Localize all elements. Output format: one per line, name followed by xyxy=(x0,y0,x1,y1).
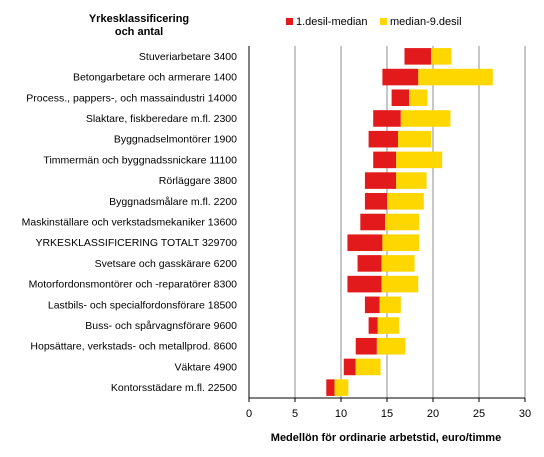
bar-median-decile9 xyxy=(396,172,427,189)
bar-median-decile9 xyxy=(381,275,419,293)
bar-median-decile9 xyxy=(376,337,406,355)
bar-median-decile9 xyxy=(387,193,424,210)
category-label: Kontorsstädare m.fl. 22500 xyxy=(111,382,237,394)
bar-decile1-median xyxy=(360,213,386,231)
category-label: Byggnadselmontörer 1900 xyxy=(114,134,237,146)
bar-median-decile9 xyxy=(431,48,452,65)
category-label: YRKESKLASSIFICERING TOTALT 329700 xyxy=(35,237,237,249)
bar-decile1-median xyxy=(343,358,356,376)
legend-item-first: 1.desil-median xyxy=(286,16,368,28)
bar-decile1-median xyxy=(326,379,335,396)
bar-decile1-median xyxy=(382,68,419,86)
category-label: Byggnadsmålare m.fl. 2200 xyxy=(109,196,237,208)
legend-label-second: median-9.desil xyxy=(390,16,462,28)
category-label: Hopsättare, verkstads- och metallprod. 8… xyxy=(30,341,237,353)
legend-swatch-red xyxy=(286,18,293,25)
category-label: Slaktare, fiskberedare m.fl. 2300 xyxy=(86,113,237,125)
bar-median-decile9 xyxy=(382,234,420,251)
bar-decile1-median xyxy=(368,317,378,334)
x-tick-label: 0 xyxy=(246,408,252,420)
x-tick-label: 15 xyxy=(381,408,393,420)
x-tick-label: 5 xyxy=(292,408,298,420)
bar-median-decile9 xyxy=(381,255,415,272)
bar-decile1-median xyxy=(364,193,387,210)
bar-decile1-median xyxy=(357,255,382,272)
bar-median-decile9 xyxy=(377,317,399,334)
bar-decile1-median xyxy=(391,89,410,107)
category-label: Svetsare och gasskärare 6200 xyxy=(95,258,238,270)
category-label: Lastbils- och specialfordonsförare 18500 xyxy=(48,299,237,311)
legend-swatch-yellow xyxy=(380,18,387,25)
category-label: Stuveriarbetare 3400 xyxy=(139,51,237,63)
category-label: Maskinställare och verkstadsmekaniker 13… xyxy=(22,217,238,229)
x-axis-label: Medellön för ordinarie arbetstid, euro/t… xyxy=(270,432,502,444)
bar-median-decile9 xyxy=(385,213,420,231)
bar-decile1-median xyxy=(373,110,401,127)
bar-decile1-median xyxy=(373,151,397,169)
bar-decile1-median xyxy=(404,48,432,65)
x-tick-label: 30 xyxy=(519,408,531,420)
category-label: Väktare 4900 xyxy=(175,361,238,373)
category-label: Rörläggare 3800 xyxy=(159,175,237,187)
legend-label-first: 1.desil-median xyxy=(296,16,368,28)
x-tick-label: 20 xyxy=(427,408,439,420)
category-label: Process., pappers-, och massaindustri 14… xyxy=(26,92,237,104)
bar-decile1-median xyxy=(368,130,399,148)
bar-median-decile9 xyxy=(334,379,349,396)
bar-median-decile9 xyxy=(398,130,432,148)
category-label: Motorfordonsmontörer och -reparatörer 83… xyxy=(29,279,238,291)
x-tick-label: 25 xyxy=(473,408,485,420)
bar-decile1-median xyxy=(347,234,383,251)
category-label: Buss- och spårvagnsförare 9600 xyxy=(85,320,237,332)
bar-median-decile9 xyxy=(355,358,381,376)
x-tick-label: 10 xyxy=(335,408,347,420)
bar-median-decile9 xyxy=(409,89,428,107)
category-label: Betongarbetare och armerare 1400 xyxy=(73,72,237,84)
bar-median-decile9 xyxy=(418,68,493,86)
bar-decile1-median xyxy=(347,275,382,293)
bar-decile1-median xyxy=(364,172,397,189)
bar-median-decile9 xyxy=(396,151,443,169)
y-axis-title: Yrkesklassificering och antal xyxy=(88,13,190,38)
legend-item-second: median-9.desil xyxy=(380,16,462,28)
bar-decile1-median xyxy=(355,337,377,355)
bar-decile1-median xyxy=(364,296,380,314)
bar-median-decile9 xyxy=(400,110,451,127)
category-label: Timmermän och byggnadssnickare 11100 xyxy=(43,154,237,166)
bar-median-decile9 xyxy=(379,296,401,314)
